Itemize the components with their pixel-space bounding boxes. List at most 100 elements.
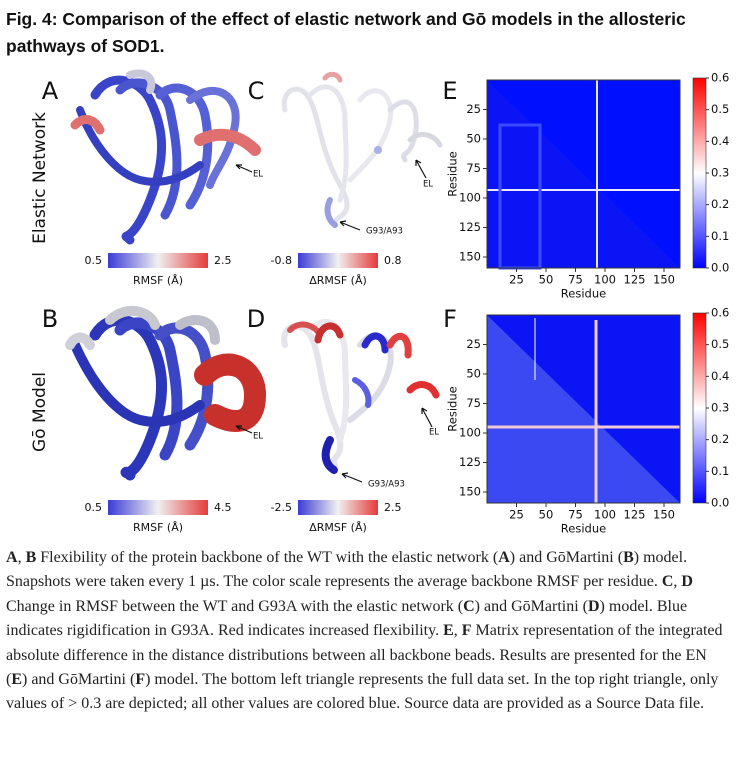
- annotation: EL: [423, 180, 433, 190]
- panel-letter: C: [248, 77, 265, 105]
- row-label: Gō Model: [30, 372, 50, 452]
- x-tick-label: 100: [594, 508, 616, 522]
- colorbar-max: 0.8: [384, 254, 402, 267]
- colorbar-tick-label: 0.2: [711, 432, 729, 446]
- x-tick-label: 50: [539, 508, 554, 522]
- colorbar: [108, 253, 208, 268]
- panel-letter: A: [42, 77, 59, 105]
- caption-text: ,: [673, 573, 682, 591]
- heatmap-f: [487, 315, 680, 503]
- x-tick-label: 100: [594, 273, 616, 287]
- figure-title: Fig. 4: Comparison of the effect of elas…: [6, 9, 686, 56]
- y-axis-label: Residue: [446, 386, 460, 431]
- caption-bold: C: [661, 573, 674, 591]
- panel-letter: D: [247, 305, 265, 333]
- caption-text: ) and GōMartini (: [474, 597, 588, 615]
- colorbar-tick-label: 0.0: [711, 496, 729, 510]
- colorbar-min: 0.5: [85, 501, 103, 514]
- caption-text: ,: [17, 549, 26, 566]
- x-axis-label: Residue: [561, 522, 606, 536]
- colorbar-min: -2.5: [271, 501, 292, 514]
- colorbar-tick-label: 0.2: [711, 197, 729, 211]
- figure: Fig. 4: Comparison of the effect of elas…: [6, 9, 729, 536]
- colorbar-label: RMSF (Å): [133, 521, 183, 534]
- colorbar-min: -0.8: [271, 254, 292, 267]
- caption-bold: D: [681, 573, 693, 591]
- colorbar-tick-label: 0.5: [711, 102, 729, 116]
- colorbar: [108, 500, 208, 515]
- caption: A, B Flexibility of the protein backbone…: [6, 546, 730, 717]
- caption-text: Matrix representation of the integrated …: [6, 622, 723, 689]
- caption-text: ,: [453, 622, 462, 640]
- colorbar-tick-label: 0.6: [711, 306, 729, 320]
- heatmap-frame: [486, 79, 681, 269]
- annotation: EL: [253, 432, 263, 442]
- y-tick-label: 25: [466, 337, 481, 351]
- caption-bold: A: [498, 549, 510, 566]
- y-tick-label: 75: [466, 161, 481, 175]
- caption-bold: B: [623, 549, 634, 566]
- colorbar-label: ΔRMSF (Å): [309, 274, 367, 287]
- y-tick-label: 150: [459, 485, 481, 499]
- x-tick-label: 150: [653, 273, 675, 287]
- colorbar-tick-label: 0.0: [711, 261, 729, 275]
- y-tick-label: 75: [466, 396, 481, 410]
- arrows: [235, 159, 433, 483]
- caption-text: ) model. Blue indicates rigidification i…: [6, 597, 688, 640]
- row-label: Elastic Network: [30, 112, 50, 244]
- y-tick-label: 100: [459, 191, 481, 205]
- caption-bold: A: [6, 549, 18, 566]
- colorbar-label: ΔRMSF (Å): [309, 521, 367, 534]
- caption-bold: E: [443, 622, 454, 640]
- heatmap-frame: [486, 314, 681, 504]
- colorbar: [692, 312, 707, 504]
- caption-text: ) model. The bottom left triangle repres…: [6, 671, 719, 713]
- x-tick-label: 125: [624, 273, 646, 287]
- y-tick-label: 25: [466, 102, 481, 116]
- y-axis-label: Residue: [446, 151, 460, 196]
- x-tick-label: 25: [509, 273, 524, 287]
- caption-bold: F: [461, 622, 472, 640]
- annotation: G93/A93: [366, 227, 403, 237]
- caption-text: Change in RMSF between the WT and G93A w…: [6, 597, 464, 615]
- panel-letter: F: [443, 305, 457, 333]
- colorbar: [692, 77, 707, 269]
- caption-text: ) and GōMartini (: [22, 671, 136, 689]
- caption-bold: E: [11, 671, 22, 689]
- caption-bold: D: [587, 597, 600, 615]
- caption-text: ) model. Snapshots were taken every 1 µs…: [6, 549, 688, 591]
- y-tick-label: 100: [459, 426, 481, 440]
- colorbar-tick-label: 0.3: [711, 166, 729, 180]
- colorbar-tick-label: 0.5: [711, 337, 729, 351]
- caption-text: Flexibility of the protein backbone of t…: [36, 549, 499, 566]
- annotation: EL: [253, 170, 263, 180]
- colorbar-max: 4.5: [214, 501, 232, 514]
- annotation: G93/A93: [368, 480, 405, 490]
- protein-d: [281, 319, 440, 474]
- x-axis-label: Residue: [561, 287, 606, 301]
- annotation: EL: [429, 428, 439, 438]
- heatmap-e: [487, 80, 680, 270]
- x-tick-label: 50: [539, 273, 554, 287]
- colorbar-max: 2.5: [214, 254, 232, 267]
- x-tick-label: 75: [568, 273, 583, 287]
- x-tick-label: 150: [653, 508, 675, 522]
- colorbar: [298, 500, 378, 515]
- x-tick-label: 125: [624, 508, 646, 522]
- colorbar-tick-label: 0.1: [711, 464, 729, 478]
- x-tick-label: 25: [509, 508, 524, 522]
- colorbar-max: 2.5: [384, 501, 402, 514]
- colorbar: [298, 253, 378, 268]
- panel-letter: B: [42, 305, 58, 333]
- panel-letter: E: [442, 77, 457, 105]
- x-tick-label: 75: [568, 508, 583, 522]
- colorbar-min: 0.5: [85, 254, 103, 267]
- y-tick-label: 50: [466, 132, 481, 146]
- protein-a: [70, 69, 261, 245]
- y-tick-label: 125: [459, 220, 481, 234]
- y-tick-label: 150: [459, 250, 481, 264]
- colorbar-tick-label: 0.3: [711, 401, 729, 415]
- protein-c: [281, 71, 443, 228]
- colorbar-label: RMSF (Å): [133, 274, 183, 287]
